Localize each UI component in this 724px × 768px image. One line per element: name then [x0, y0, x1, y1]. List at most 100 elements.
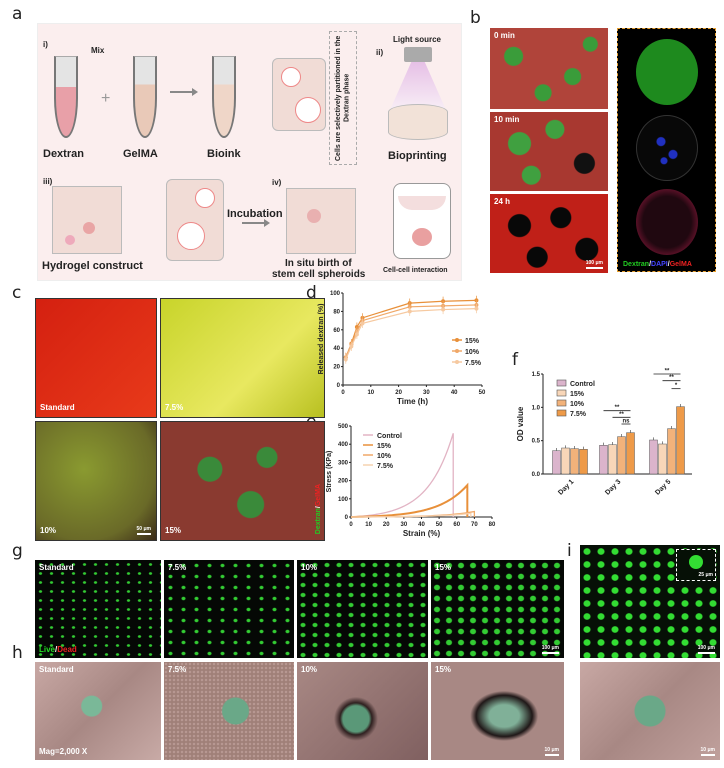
- y-tick-label: 0.5: [532, 439, 541, 445]
- sample-label: 7.5%: [165, 403, 184, 412]
- hydrogel-label: Hydrogel construct: [42, 260, 143, 272]
- step-i-label: i): [43, 40, 48, 49]
- live-dead-spheroid: 25 μm 100 μm: [580, 545, 720, 658]
- x-tick-label: 10: [365, 522, 372, 528]
- y-tick-label: 300: [338, 460, 349, 466]
- data-point: [474, 306, 479, 311]
- legend-marker: [455, 349, 459, 353]
- panel-label-b: b: [470, 8, 481, 28]
- bioprinting-label: Bioprinting: [388, 150, 447, 162]
- x-tick-label: 60: [453, 522, 460, 528]
- legend-dead: Dead: [57, 645, 77, 654]
- panel-label-g: g: [12, 541, 23, 561]
- live-dead-7-5: 7.5%: [164, 560, 294, 658]
- data-point: [343, 357, 348, 362]
- step-iii-label: iii): [43, 177, 53, 186]
- bar-Control-Day 1: [552, 450, 561, 475]
- sample-label: Standard: [40, 403, 75, 412]
- light-source-icon: [404, 47, 432, 62]
- y-tick-label: 0: [337, 383, 341, 389]
- render-standard: Standard: [35, 298, 157, 418]
- hydrogel-cube: [52, 186, 122, 254]
- bar-Control-Day 3: [599, 445, 608, 475]
- scale-bar: 50 μm: [136, 527, 151, 535]
- scale-bar: 100 μm: [585, 261, 603, 269]
- partition-note-box: Cells are selectively partitioned in the…: [329, 31, 357, 165]
- y-tick-label: 1.0: [532, 405, 541, 411]
- x-axis-label: Time (h): [397, 397, 428, 406]
- spheroid-cube: [286, 188, 356, 254]
- legend-live: Live: [39, 645, 56, 654]
- scale-bar: 10 μm: [544, 748, 559, 756]
- bioink-tube: [212, 56, 236, 138]
- panel-label-a: a: [12, 4, 23, 24]
- significance-label: **: [619, 412, 624, 418]
- legend-label: 7.5%: [570, 411, 587, 418]
- y-tick-label: 1.5: [532, 372, 541, 378]
- plus-sign: +: [101, 90, 111, 107]
- render-15: 15% Dextran/GelMA: [160, 421, 325, 541]
- zoomed-droplet-panel: Dextran/DAPI/GelMA: [617, 28, 716, 272]
- bar-15%-Day 3: [608, 444, 617, 475]
- micrograph-10min: 10 min: [490, 112, 608, 191]
- bar-15%-Day 1: [561, 447, 570, 475]
- x-tick-label: 40: [451, 390, 458, 396]
- sample-label: 7.5%: [168, 665, 187, 674]
- legend-label: 10%: [570, 401, 585, 408]
- live-dead-10: 10%: [297, 560, 428, 658]
- y-tick-label: 60: [333, 328, 340, 334]
- time-label: 10 min: [494, 115, 520, 124]
- legend-label: 10%: [465, 349, 480, 356]
- x-tick-label: 70: [471, 522, 478, 528]
- magnification-label: Mag=2,000 X: [39, 747, 88, 756]
- gelma-label: GelMA: [123, 148, 158, 160]
- x-tick-label: 50: [479, 390, 486, 396]
- petri-dish-icon: [388, 104, 448, 140]
- x-tick-label: Day 1: [557, 478, 575, 496]
- sample-label: Standard: [39, 563, 74, 572]
- bar-7.5%-Day 5: [676, 406, 685, 475]
- legend-swatch: [556, 379, 567, 387]
- bioink-zoom: [272, 58, 326, 131]
- live-dead-15: 15% 100 μm: [431, 560, 564, 658]
- x-tick-label: Day 5: [654, 478, 672, 496]
- legend-marker: [455, 338, 459, 342]
- sem-standard: Standard Mag=2,000 X: [35, 662, 161, 760]
- series-line-Control: [350, 433, 454, 518]
- bar-10%-Day 5: [667, 428, 676, 475]
- render-10: 10% 50 μm: [35, 421, 157, 541]
- significance-label: **: [615, 405, 620, 411]
- legend-gelma: GelMA: [669, 261, 692, 268]
- dextran-label: Dextran: [43, 148, 84, 160]
- x-tick-label: Day 3: [604, 478, 622, 496]
- y-axis-label: Stress (KPa): [326, 451, 333, 493]
- x-tick-label: 0: [341, 390, 345, 396]
- legend-dapi: DAPI: [651, 261, 668, 268]
- x-tick-label: 20: [395, 390, 402, 396]
- sample-label: 7.5%: [168, 563, 187, 572]
- panel-label-f: f: [512, 350, 518, 370]
- significance-label: *: [675, 383, 678, 389]
- x-tick-label: 40: [418, 522, 425, 528]
- data-point: [360, 321, 365, 326]
- bar-Control-Day 5: [649, 439, 658, 475]
- time-label: 24 h: [494, 197, 511, 206]
- cell-interaction-icon: [393, 183, 451, 259]
- legend-marker: [455, 360, 459, 364]
- hydrogel-zoom: [166, 179, 224, 261]
- insitu-label-2: stem cell spheroids: [272, 269, 366, 280]
- live-dead-legend: Live/Dead: [39, 645, 77, 654]
- sample-label: 15%: [435, 665, 452, 674]
- y-axis-label: Released dextran (%): [318, 304, 325, 375]
- sample-label: 10%: [301, 563, 318, 572]
- y-tick-label: 0.0: [532, 472, 541, 478]
- significance-label: ns: [622, 419, 630, 425]
- series-line-7.5%: [350, 512, 472, 518]
- legend-label: 7.5%: [465, 360, 482, 367]
- legend-label: 15%: [377, 443, 392, 450]
- legend-sep: /: [649, 261, 652, 268]
- legend-label: Control: [377, 433, 402, 440]
- live-dead-standard: Standard Live/Dead: [35, 560, 161, 658]
- sample-label: Standard: [39, 665, 74, 674]
- data-point: [349, 344, 354, 349]
